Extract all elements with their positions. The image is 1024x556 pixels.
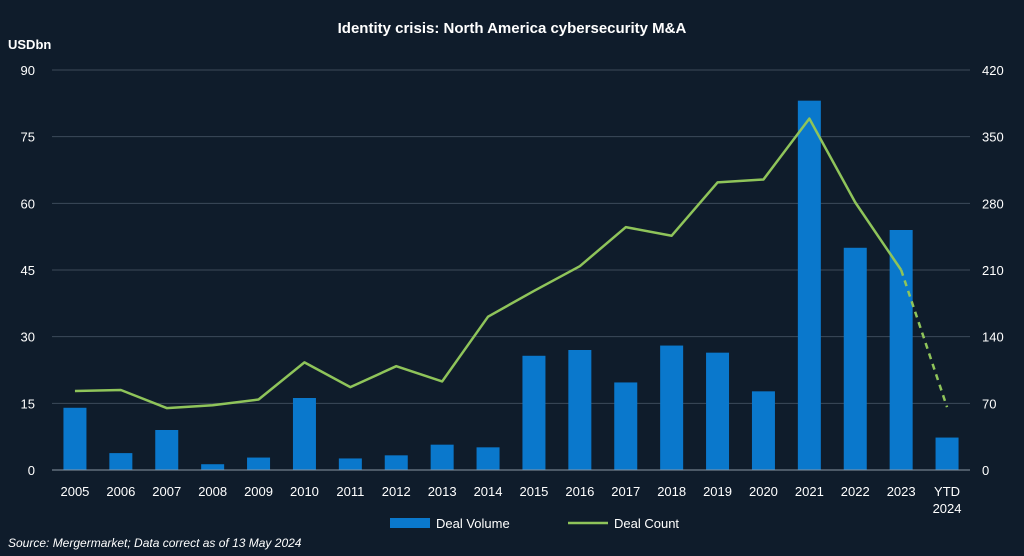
y-left-tick-label: 60 — [21, 196, 35, 211]
y-left-tick-label: 0 — [28, 463, 35, 478]
x-tick-label: 2011 — [336, 484, 364, 499]
y-left-tick-label: 90 — [21, 63, 35, 78]
y-right-tick-label: 0 — [982, 463, 989, 478]
x-tick-label: 2022 — [841, 484, 870, 499]
y-right-tick-label: 280 — [982, 196, 1004, 211]
bar-series — [63, 100, 959, 471]
x-tick-label: 2013 — [428, 484, 457, 499]
x-tick-label: 2023 — [887, 484, 916, 499]
bar-deal-volume — [384, 455, 408, 470]
bar-deal-volume — [935, 437, 959, 470]
bar-deal-volume — [63, 407, 87, 470]
x-tick-label: 2006 — [106, 484, 135, 499]
y-right-tick-label: 210 — [982, 263, 1004, 278]
x-tick-label: 2018 — [657, 484, 686, 499]
bar-deal-volume — [797, 100, 821, 471]
legend-swatch-deal-volume — [390, 518, 430, 528]
y-right-tick-label: 420 — [982, 63, 1004, 78]
y-left-tick-label: 15 — [21, 396, 35, 411]
legend-label-deal-volume: Deal Volume — [436, 516, 510, 531]
x-tick-label: 2005 — [60, 484, 89, 499]
bar-deal-volume — [247, 457, 271, 470]
axes: 0 15 30 45 60 75 90 0 70 140 210 280 350 420 2005 2006 2… — [21, 63, 1004, 516]
bar-deal-volume — [292, 398, 316, 470]
bar-deal-volume — [614, 382, 638, 470]
bar-deal-volume — [889, 230, 913, 470]
x-tick-label: 2012 — [382, 484, 411, 499]
line-deal-count-projection — [899, 269, 949, 408]
y-left-tick-label: 30 — [21, 330, 35, 345]
x-tick-label: 2019 — [703, 484, 732, 499]
bar-deal-volume — [109, 453, 133, 470]
x-tick-label: 2021 — [795, 484, 824, 499]
bar-deal-volume — [155, 430, 179, 470]
x-tick-label: 2008 — [198, 484, 227, 499]
gridlines — [52, 69, 970, 404]
bar-deal-volume — [660, 345, 684, 470]
y-left-tick-label: 45 — [21, 263, 35, 278]
x-tick-label: 2010 — [290, 484, 319, 499]
bar-deal-volume — [843, 247, 867, 470]
bar-deal-volume — [706, 352, 730, 470]
y-right-tick-label: 350 — [982, 130, 1004, 145]
y-axis-label: USDbn — [8, 37, 51, 52]
y-left-tick-label: 75 — [21, 130, 35, 145]
legend: Deal Volume Deal Count — [390, 516, 679, 531]
bar-deal-volume — [522, 355, 546, 470]
bar-deal-volume — [568, 350, 592, 470]
y-right-tick-label: 140 — [982, 330, 1004, 345]
x-tick-label: YTD — [934, 484, 960, 499]
x-tick-label: 2020 — [749, 484, 778, 499]
x-tick-label: 2016 — [565, 484, 594, 499]
x-tick-label: 2007 — [152, 484, 181, 499]
line-series — [74, 117, 949, 410]
x-tick-label: 2014 — [474, 484, 503, 499]
bar-deal-volume — [751, 391, 775, 470]
x-tick-label: 2009 — [244, 484, 273, 499]
bar-deal-volume — [430, 444, 454, 470]
bar-deal-volume — [201, 464, 225, 470]
x-tick-label: 2017 — [611, 484, 640, 499]
source-note: Source: Mergermarket; Data correct as of… — [8, 536, 302, 550]
x-tick-label: 2015 — [519, 484, 548, 499]
chart-title: Identity crisis: North America cybersecu… — [338, 20, 687, 37]
legend-label-deal-count: Deal Count — [614, 516, 679, 531]
x-tick-label: 2024 — [933, 501, 962, 516]
y-right-tick-label: 70 — [982, 396, 996, 411]
bar-deal-volume — [476, 447, 500, 470]
line-deal-count — [74, 117, 903, 410]
bar-deal-volume — [338, 458, 362, 470]
